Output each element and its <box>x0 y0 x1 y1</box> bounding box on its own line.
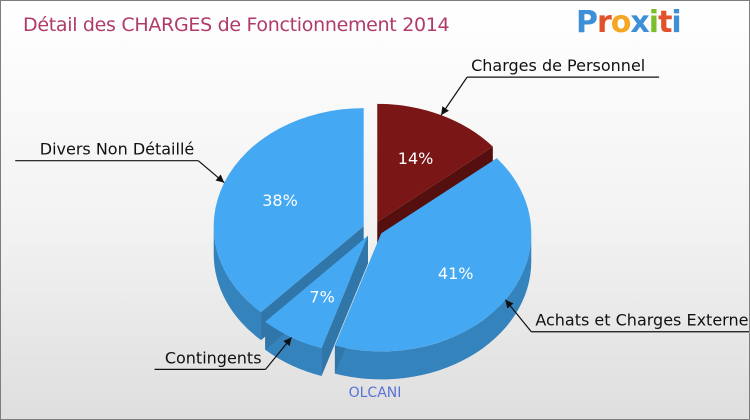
leader-arrow <box>505 299 514 309</box>
callout-label-contingents: Contingents <box>165 348 262 367</box>
leader-arrow <box>283 337 292 347</box>
logo-letter: t <box>658 5 672 40</box>
pct-label-achats-et-charges-externes: 41% <box>438 264 474 283</box>
pie-slice-charges-de-personnel <box>377 103 493 222</box>
pct-label-divers-non-detaille: 38% <box>262 191 298 210</box>
logo-letter: i <box>648 5 659 40</box>
callout-label-charges-de-personnel: Charges de Personnel <box>471 56 645 75</box>
logo-letter: i <box>671 5 681 40</box>
pie-wall <box>213 226 262 341</box>
pct-label-charges-de-personnel: 14% <box>398 149 434 168</box>
pie-wall <box>334 233 532 380</box>
pie-slice-achats-et-charges-externes <box>334 158 532 352</box>
pct-label-contingents: 7% <box>309 288 334 307</box>
logo-letter: o <box>610 5 632 40</box>
pie-slice-contingents <box>265 235 368 348</box>
callout-label-achats-et-charges-externes: Achats et Charges Externes <box>535 311 750 330</box>
logo-letter: P <box>576 5 598 40</box>
proxiti-logo: Proxiti <box>576 5 682 40</box>
chart-title: Détail des CHARGES de Fonctionnement 201… <box>23 14 450 36</box>
logo-letter: x <box>630 5 649 40</box>
chart-subtitle: OLCANI <box>348 385 402 401</box>
pie-slice-divers-non-detaille <box>213 108 364 313</box>
leader-arrow <box>441 106 449 116</box>
callout-label-divers-non-detaille: Divers Non Détaillé <box>40 140 194 159</box>
logo-letter: r <box>597 5 612 40</box>
leader-arrow <box>215 174 225 183</box>
